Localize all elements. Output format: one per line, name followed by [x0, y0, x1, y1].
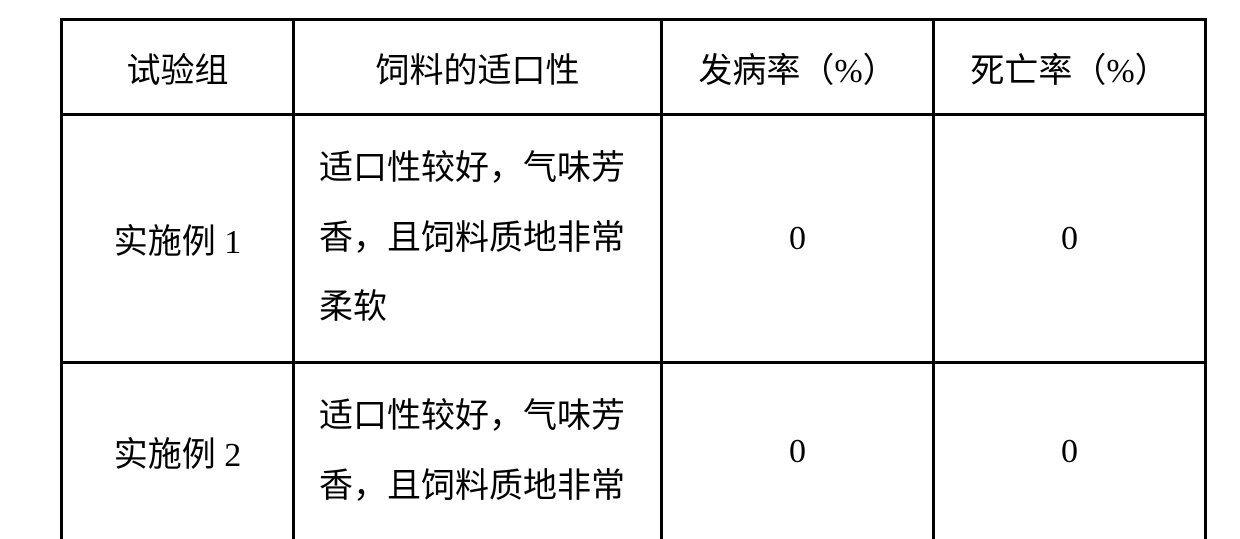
cell-morbidity: 0 — [662, 115, 934, 363]
table-header-row: 试验组 饲料的适口性 发病率（%） 死亡率（%） — [62, 20, 1206, 115]
cell-group: 实施例 1 — [62, 115, 294, 363]
cell-morbidity: 0 — [662, 363, 934, 539]
col-header-morbidity: 发病率（%） — [662, 20, 934, 115]
results-table: 试验组 饲料的适口性 发病率（%） 死亡率（%） 实施例 1 适口性较好，气味芳… — [60, 18, 1207, 539]
table-row: 实施例 2 适口性较好，气味芳香，且饲料质地非常 0 0 — [62, 363, 1206, 539]
page: 试验组 饲料的适口性 发病率（%） 死亡率（%） 实施例 1 适口性较好，气味芳… — [0, 0, 1240, 527]
col-header-mortality: 死亡率（%） — [934, 20, 1206, 115]
col-header-palat: 饲料的适口性 — [294, 20, 662, 115]
cell-mortality: 0 — [934, 115, 1206, 363]
table-row: 实施例 1 适口性较好，气味芳香，且饲料质地非常柔软 0 0 — [62, 115, 1206, 363]
col-header-group: 试验组 — [62, 20, 294, 115]
cell-group: 实施例 2 — [62, 363, 294, 539]
cell-palat: 适口性较好，气味芳香，且饲料质地非常柔软 — [294, 115, 662, 363]
cell-mortality: 0 — [934, 363, 1206, 539]
cell-palat: 适口性较好，气味芳香，且饲料质地非常 — [294, 363, 662, 539]
